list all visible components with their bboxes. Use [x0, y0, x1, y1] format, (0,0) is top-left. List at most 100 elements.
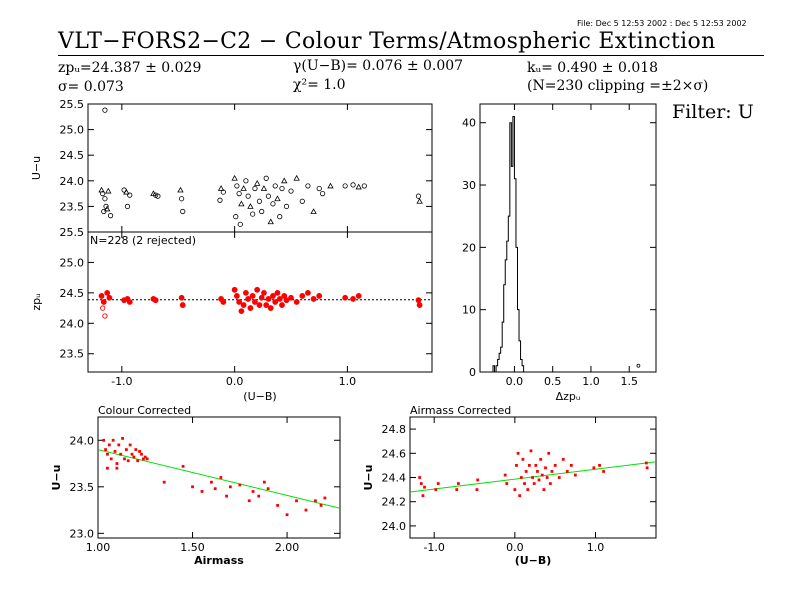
colour-title: Colour Corrected	[98, 404, 191, 417]
airmass-point	[557, 476, 561, 479]
airmass-point	[518, 494, 522, 498]
airmass-ytick-label: 24.4	[382, 472, 407, 485]
colour-point	[219, 476, 223, 479]
top-point	[102, 196, 108, 202]
middle-point	[231, 286, 238, 293]
colour-point	[136, 459, 140, 463]
airmass-point	[527, 464, 531, 467]
colour-ylabel: U−u	[50, 465, 63, 491]
airmass-point	[521, 457, 525, 461]
top-point	[231, 174, 238, 181]
colour-point	[113, 450, 117, 453]
filter-label: Filter: U	[672, 101, 754, 123]
colour-point	[130, 452, 134, 456]
airmass-point	[529, 449, 533, 453]
middle-point	[276, 296, 283, 302]
middle-rejected-point	[102, 313, 108, 319]
middle-point	[316, 293, 323, 299]
colour-point	[115, 462, 119, 465]
middle-point	[272, 299, 279, 305]
middle-point	[283, 297, 290, 304]
top-point	[416, 197, 423, 204]
top-point	[220, 189, 226, 195]
top-point	[267, 218, 274, 225]
colour-point	[162, 480, 166, 484]
airmass-point	[526, 488, 530, 491]
top-point	[342, 183, 348, 189]
airmass-point	[456, 482, 460, 485]
airmass-point	[513, 488, 517, 491]
airmass-point	[436, 482, 440, 485]
colour-point	[141, 457, 145, 461]
top-ytick-label: 25.0	[60, 124, 85, 137]
colour-plot-frame	[97, 416, 341, 539]
colour-point	[126, 459, 130, 463]
airmass-point	[524, 470, 528, 473]
top-ytick-label: 24.5	[60, 149, 85, 162]
top-ytick-label: 23.5	[60, 200, 85, 213]
colour-point	[210, 480, 213, 484]
middle-point	[350, 296, 356, 302]
middle-point	[236, 299, 243, 305]
middle-ytick-label: 25.5	[60, 226, 85, 239]
colour-point	[191, 485, 194, 489]
top-point	[103, 205, 111, 212]
top-point	[100, 191, 106, 197]
middle-point	[270, 293, 276, 299]
middle-point	[415, 297, 422, 304]
colour-point	[128, 443, 132, 447]
colour-point	[124, 448, 128, 451]
top-point	[123, 188, 130, 195]
middle-point	[342, 294, 349, 301]
zp-value: zpᵤ=24.387 ± 0.029	[58, 60, 202, 76]
colour-point	[225, 494, 228, 498]
chi2-value: χ²= 1.0	[293, 77, 346, 93]
top-point	[236, 191, 242, 197]
airmass-point	[519, 476, 523, 479]
middle-point	[274, 289, 281, 296]
top-point	[316, 185, 322, 192]
top-point	[270, 201, 276, 207]
colour-ytick-label: 23.0	[70, 527, 95, 540]
middle-point	[288, 294, 294, 301]
colour-xlabel: Airmass	[194, 554, 244, 567]
middle-point	[106, 294, 113, 301]
airmass-point	[561, 457, 565, 461]
airmass-point	[537, 478, 541, 482]
middle-ytick-label: 23.5	[60, 348, 85, 361]
airmass-point	[565, 470, 569, 473]
middle-xtick-label: -1.0	[111, 375, 132, 388]
airmass-ylabel: U−u	[362, 465, 375, 491]
airmass-point	[547, 451, 551, 455]
colour-point	[323, 496, 327, 500]
top-point	[124, 203, 131, 209]
airmass-point	[550, 470, 554, 473]
middle-point	[263, 302, 270, 308]
colour-point	[140, 452, 143, 456]
middle-ytick-label: 24.5	[60, 287, 85, 300]
top-point	[217, 197, 223, 203]
middle-point	[104, 289, 111, 296]
airmass-point	[542, 488, 546, 491]
top-point	[277, 214, 283, 220]
middle-point	[258, 294, 265, 301]
top-point	[234, 183, 240, 189]
middle-point	[256, 302, 263, 308]
middle-point	[252, 299, 258, 305]
middle-point	[126, 299, 133, 305]
airmass-point	[531, 476, 534, 479]
hist-xtick-label: 1.0	[582, 375, 600, 388]
colour-point	[200, 490, 204, 493]
airmass-point	[534, 464, 538, 467]
middle-point	[179, 302, 186, 308]
middle-point	[247, 305, 254, 311]
middle-point	[220, 299, 227, 305]
top-point	[177, 186, 184, 193]
hist-xtick-label: 0.0	[506, 375, 524, 388]
middle-point	[299, 293, 306, 299]
colour-point	[247, 499, 251, 503]
top-point	[252, 185, 258, 192]
colour-ytick-label: 23.5	[70, 481, 95, 494]
middle-point	[265, 296, 272, 302]
top-point	[245, 193, 251, 199]
